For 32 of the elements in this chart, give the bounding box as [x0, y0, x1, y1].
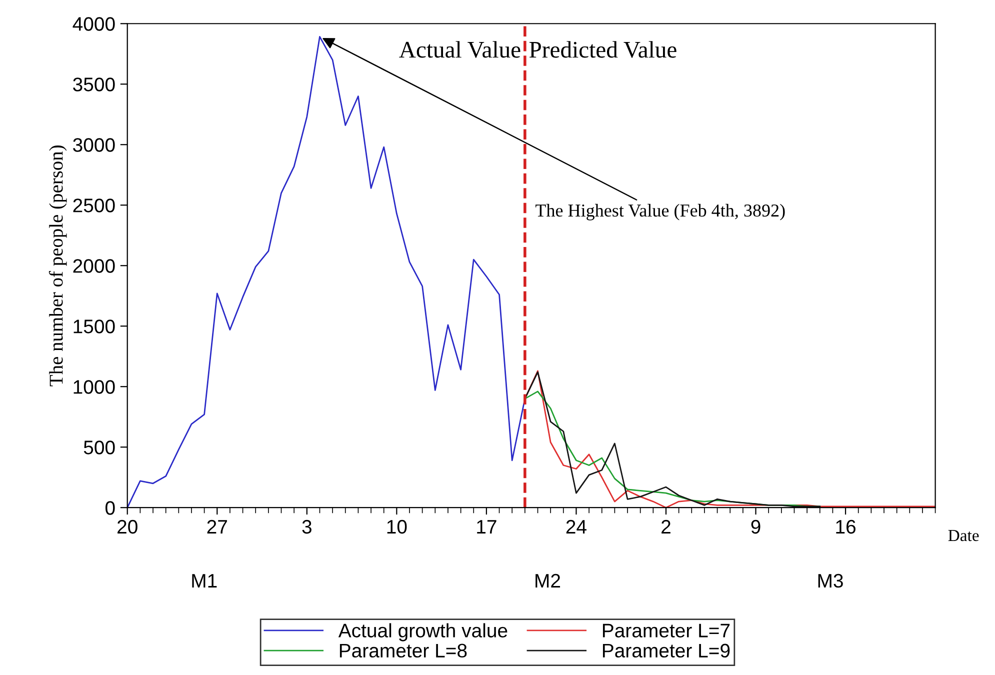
line-series [524, 370, 936, 508]
y-axis-title: The number of people (person) [48, 146, 67, 386]
x-tick-label: 24 [566, 520, 586, 534]
annotation: The Highest Value (Feb 4th, 3892) [536, 204, 785, 220]
legend-label: Parameter L=9 [602, 644, 730, 658]
y-tick-label: 3500 [73, 78, 115, 92]
text: M1 [192, 574, 217, 588]
x-axis-title: Date [948, 530, 979, 542]
annotation: Predicted Value [529, 41, 676, 58]
text: M2 [536, 574, 560, 588]
x-tick-label: 2 [662, 520, 670, 534]
legend-label: Parameter L=8 [340, 644, 467, 658]
y-tick-label: 500 [84, 440, 115, 454]
annotation: Actual Value [399, 41, 520, 58]
legend-label: Parameter L=7 [602, 624, 730, 638]
x-tick-label: 17 [477, 520, 496, 534]
text: M3 [818, 574, 843, 588]
legend-label: Actual growth value [338, 623, 508, 642]
y-tick-label: 2500 [73, 198, 115, 212]
y-tick-label: 3000 [73, 138, 115, 152]
line-series [127, 36, 526, 508]
x-tick-label: 16 [836, 520, 856, 534]
y-tick-label: 0 [106, 501, 115, 515]
y-tick-label: 2000 [73, 259, 115, 273]
x-tick-label: 27 [207, 520, 227, 534]
y-tick-label: 4000 [72, 17, 115, 31]
x-tick-label: 20 [118, 520, 138, 534]
y-tick-label: 1000 [74, 380, 115, 394]
x-tick-label: 10 [387, 520, 407, 534]
x-tick-label: 3 [302, 520, 312, 534]
y-tick-label: 1500 [74, 320, 115, 334]
x-tick-label: 9 [751, 520, 760, 534]
